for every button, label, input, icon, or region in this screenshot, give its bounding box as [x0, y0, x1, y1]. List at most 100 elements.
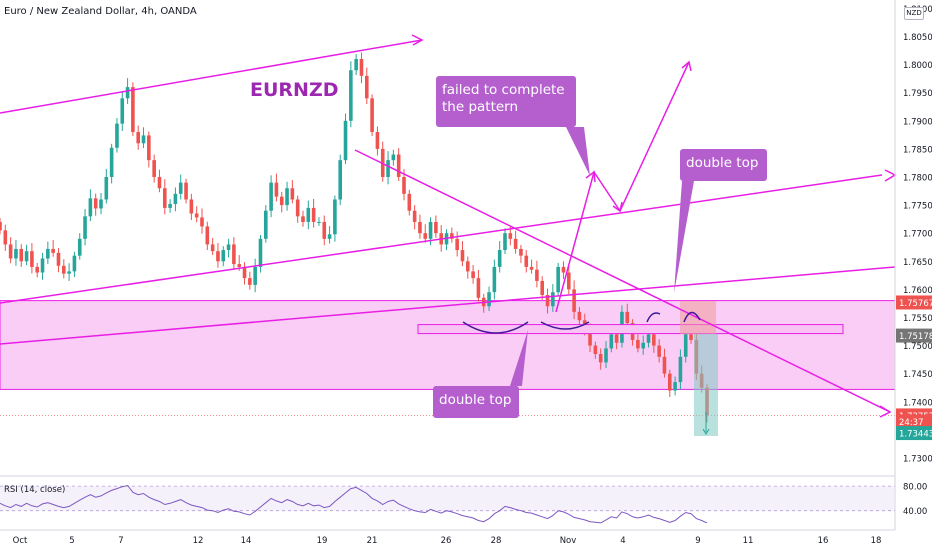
price-label-text: 1.75767	[899, 299, 932, 309]
candle	[248, 271, 252, 290]
candle	[317, 217, 321, 226]
candle-body	[396, 154, 401, 177]
candle-body	[641, 342, 646, 349]
candle-body	[285, 188, 289, 206]
candle-body	[157, 177, 162, 189]
candle	[61, 259, 66, 279]
candle	[152, 154, 156, 183]
callout-text: failed to complete	[442, 82, 565, 98]
candle-body	[99, 199, 103, 209]
rsi-level-label: 80.00	[903, 483, 927, 493]
candle-body	[375, 132, 380, 149]
candle-body	[131, 87, 135, 133]
candle-body	[529, 266, 534, 270]
candle-body	[93, 198, 98, 209]
candle-body	[349, 70, 353, 121]
candle	[535, 260, 539, 288]
price-tick: 1.76000	[903, 286, 932, 296]
candle-body	[391, 154, 396, 161]
time-tick: 14	[241, 536, 252, 546]
price-tick: 1.76500	[903, 258, 932, 268]
price-label-text: 24:37	[899, 418, 924, 428]
candle	[285, 181, 289, 211]
time-tick: 16	[818, 536, 829, 546]
candle-body	[625, 311, 630, 324]
time-tick: Oct	[13, 536, 28, 546]
price-tick: 1.74000	[903, 398, 932, 408]
candle-body	[35, 266, 40, 273]
price-label-text: 1.75178	[899, 332, 932, 342]
callout-double-top-right: double top	[674, 149, 767, 293]
candle	[673, 376, 677, 396]
projection-arrowhead	[585, 170, 596, 183]
candle	[19, 244, 24, 267]
candle	[418, 214, 422, 239]
candle	[540, 276, 545, 300]
candle	[572, 280, 576, 320]
price-tick: 1.80500	[903, 33, 932, 43]
price-label: 1.75178	[896, 328, 932, 343]
candle-body	[120, 98, 125, 124]
candle-body	[370, 98, 374, 133]
candle-body	[306, 207, 311, 222]
candle-body	[136, 132, 141, 144]
candle	[338, 154, 343, 206]
candle	[434, 215, 438, 238]
candle-body	[412, 210, 417, 222]
price-tick: 1.73000	[903, 454, 932, 464]
candle-body	[317, 221, 321, 223]
candle	[210, 237, 215, 256]
candle-body	[279, 196, 284, 206]
candle-body	[678, 356, 683, 383]
candle	[162, 179, 167, 215]
candle	[56, 248, 61, 273]
time-tick: 28	[491, 536, 502, 546]
candle	[104, 168, 109, 204]
callout-text: double top	[686, 155, 758, 171]
candle-body	[364, 75, 369, 99]
callout-tail	[674, 181, 694, 293]
price-tick: 1.74500	[903, 370, 932, 380]
candle	[513, 230, 518, 254]
candle	[561, 261, 566, 279]
trendline-falling	[354, 149, 891, 413]
candle	[662, 348, 667, 378]
arrowhead	[879, 405, 892, 418]
candle-body	[184, 182, 188, 200]
candle-body	[200, 217, 204, 227]
time-tick: 7	[118, 536, 123, 546]
time-tick: 21	[367, 536, 378, 546]
candle-body	[535, 269, 539, 281]
arc-bottom-1	[462, 321, 529, 334]
candle-body	[88, 198, 93, 217]
arc-top-1	[646, 312, 661, 323]
candle-body	[205, 226, 210, 245]
candle	[386, 151, 390, 185]
candle	[200, 208, 204, 234]
candle	[391, 149, 396, 166]
candle	[242, 262, 247, 285]
trendline-rising-1	[0, 174, 883, 304]
candle	[359, 52, 364, 84]
candle-body	[683, 334, 688, 357]
price-tick: 1.75500	[903, 314, 932, 324]
candle-body	[354, 59, 358, 71]
candle-body	[152, 160, 156, 177]
candle-body	[407, 193, 412, 211]
candle	[72, 251, 77, 278]
candle	[476, 269, 481, 302]
candle-body	[402, 177, 406, 194]
candle-body	[497, 250, 502, 267]
callout-tail	[566, 127, 590, 176]
candle	[455, 231, 459, 257]
candle-body	[24, 251, 29, 262]
price-tick: 1.78500	[903, 145, 932, 155]
candle	[290, 180, 295, 204]
candle	[99, 193, 103, 215]
currency-badge[interactable]: NZD	[904, 7, 924, 20]
candle	[380, 141, 385, 182]
candle-body	[418, 221, 422, 234]
candle-body	[237, 264, 242, 267]
candle-body	[434, 221, 438, 234]
